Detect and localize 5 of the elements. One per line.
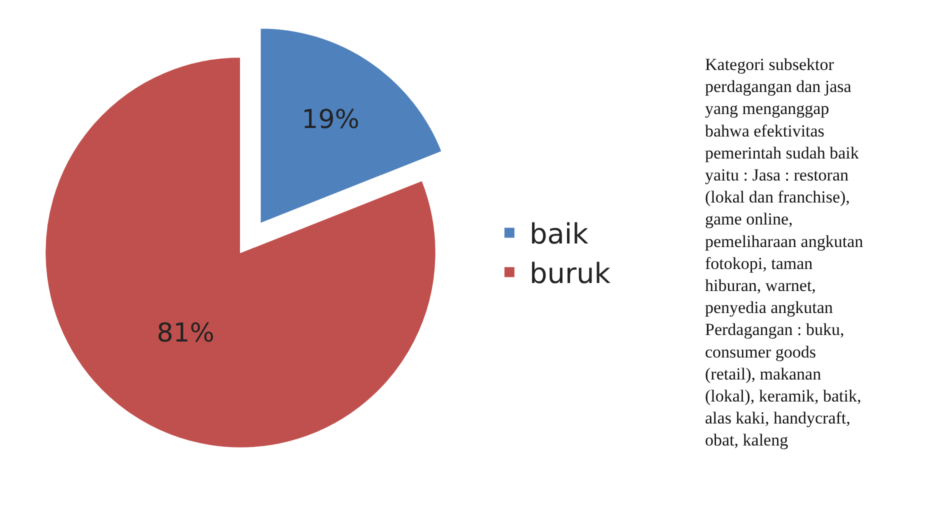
data-label: 81% (156, 318, 214, 348)
legend-label: buruk (529, 257, 612, 290)
data-label: 19% (302, 104, 360, 135)
legend-label: baik (529, 218, 590, 251)
text: Kategori subsektor perdagangan dan jasa yang menganggap bahwa efektivitas pemerintah sudah baik yaitu : Jasa : restoran (lokal dan franchise), game online, pemeliharaan angkutan fotokopi, taman hiburan, warnet, penyedia angkutan Perdagangan : buku, consumer goods (retail), makanan (lokal), keramik, batik, alas kaki, handycraft, obat, kaleng (705, 55, 864, 450)
